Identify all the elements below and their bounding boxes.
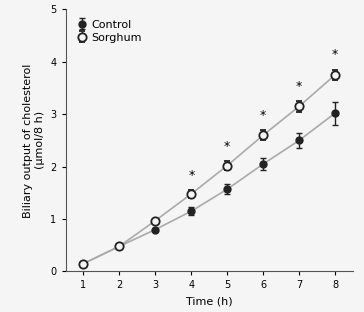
Y-axis label: Biliary output of cholesterol
(μmol/8 h): Biliary output of cholesterol (μmol/8 h)	[23, 63, 45, 217]
Text: *: *	[260, 109, 266, 122]
Text: *: *	[188, 169, 194, 182]
Text: *: *	[296, 80, 302, 93]
X-axis label: Time (h): Time (h)	[186, 296, 233, 306]
Legend: Control, Sorghum: Control, Sorghum	[77, 17, 144, 45]
Text: *: *	[332, 48, 338, 61]
Text: *: *	[224, 140, 230, 153]
